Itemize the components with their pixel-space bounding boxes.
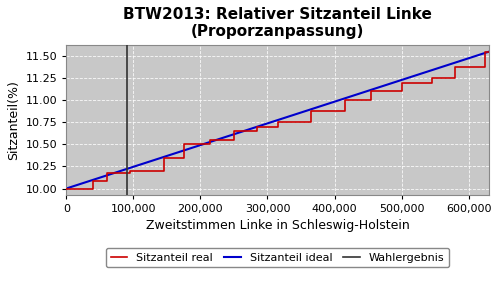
Y-axis label: Sitzanteil(%): Sitzanteil(%) bbox=[7, 80, 20, 160]
Sitzanteil real bbox=[208, 142, 214, 146]
Sitzanteil real bbox=[180, 142, 186, 146]
Sitzanteil real bbox=[482, 50, 488, 53]
Sitzanteil real bbox=[342, 109, 347, 113]
Title: BTW2013: Relativer Sitzanteil Linke
(Proporzanpassung): BTW2013: Relativer Sitzanteil Linke (Pro… bbox=[123, 7, 432, 39]
Sitzanteil real bbox=[90, 180, 96, 183]
Sitzanteil real bbox=[104, 180, 110, 183]
Sitzanteil real bbox=[398, 81, 404, 84]
Sitzanteil real bbox=[208, 138, 214, 142]
Sitzanteil real bbox=[127, 171, 133, 174]
Sitzanteil real bbox=[342, 98, 347, 102]
Sitzanteil real bbox=[160, 169, 166, 173]
Sitzanteil real bbox=[231, 138, 237, 142]
Sitzanteil real bbox=[127, 169, 133, 173]
Sitzanteil real bbox=[274, 125, 280, 128]
Sitzanteil real bbox=[482, 65, 488, 68]
Sitzanteil real bbox=[254, 129, 260, 133]
Sitzanteil real bbox=[398, 90, 404, 93]
Sitzanteil real bbox=[368, 98, 374, 102]
Line: Sitzanteil real: Sitzanteil real bbox=[66, 52, 489, 188]
Sitzanteil real bbox=[452, 65, 458, 68]
Sitzanteil real bbox=[254, 125, 260, 128]
Sitzanteil real bbox=[308, 121, 314, 124]
Sitzanteil real bbox=[231, 129, 237, 133]
Sitzanteil real bbox=[368, 90, 374, 93]
Sitzanteil real bbox=[104, 171, 110, 174]
Sitzanteil real bbox=[486, 50, 492, 53]
Sitzanteil real bbox=[429, 81, 435, 84]
Sitzanteil real bbox=[274, 121, 280, 124]
Legend: Sitzanteil real, Sitzanteil ideal, Wahlergebnis: Sitzanteil real, Sitzanteil ideal, Wahle… bbox=[106, 248, 449, 267]
Sitzanteil real bbox=[90, 187, 96, 190]
Sitzanteil real bbox=[308, 109, 314, 113]
Sitzanteil real bbox=[64, 187, 70, 190]
Sitzanteil real bbox=[452, 76, 458, 80]
Sitzanteil real bbox=[160, 156, 166, 159]
X-axis label: Zweitstimmen Linke in Schleswig-Holstein: Zweitstimmen Linke in Schleswig-Holstein bbox=[146, 219, 410, 232]
Sitzanteil real bbox=[180, 156, 186, 159]
Sitzanteil real bbox=[429, 76, 435, 80]
